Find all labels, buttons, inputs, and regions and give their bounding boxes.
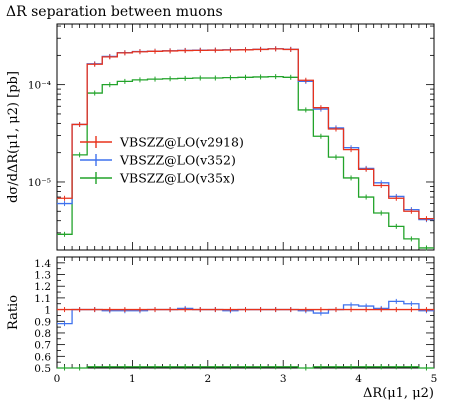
main-series-line — [57, 48, 434, 220]
chart-title: ΔR separation between muons — [6, 4, 223, 20]
main-panel: 10⁻⁵ 10⁻⁴ dσ/dΔR(μ1, μ2) [pb] — [6, 23, 435, 251]
legend: VBSZZ@LO(v2918) VBSZZ@LO(v352) VBSZZ@LO(v3… — [80, 135, 244, 186]
ratio-y-tick-label: 1.2 — [34, 281, 51, 293]
legend-label: VBSZZ@LO(v35x) — [119, 171, 235, 186]
y-tick-label: 10⁻⁵ — [28, 177, 51, 189]
ratio-y-tick-label: 0.8 — [34, 328, 51, 340]
ratio-y-tick-label: 0.6 — [34, 351, 51, 363]
x-tick-label: 0 — [54, 373, 61, 385]
y-axis-title: dσ/dΔR(μ1, μ2) [pb] — [6, 71, 21, 203]
ratio-axis-title: Ratio — [6, 295, 21, 330]
ratio-frame — [56, 256, 435, 369]
x-tick-label: 5 — [431, 373, 438, 385]
x-axis-title: ΔR(μ1, μ2) — [363, 386, 434, 401]
legend-label: VBSZZ@LO(v2918) — [119, 135, 244, 150]
ratio-y-tick-label: 0.9 — [34, 316, 51, 328]
ratio-y-tick-label: 1 — [44, 305, 51, 317]
main-series-line — [57, 75, 434, 249]
x-tick-label: 3 — [280, 373, 287, 385]
x-tick-label: 1 — [129, 373, 136, 385]
ratio-series-line — [57, 300, 434, 325]
legend-label: VBSZZ@LO(v352) — [119, 153, 236, 168]
ratio-y-tick-label: 1.1 — [34, 293, 51, 305]
ratio-y-tick-label: 0.7 — [34, 340, 51, 352]
ratio-y-tick-label: 1.3 — [34, 270, 51, 282]
x-tick-label: 2 — [204, 373, 211, 385]
ratio-y-tick-label: 0.5 — [34, 363, 51, 375]
ratio-y-tick-label: 1.4 — [34, 258, 51, 270]
x-tick-label: 4 — [355, 373, 362, 385]
ratio-panel: 0 1 2 3 4 50.50.60.70.80.911.11.21.31.4RatioΔ… — [6, 256, 438, 401]
main-frame — [56, 23, 435, 251]
y-tick-label: 10⁻⁴ — [28, 80, 51, 92]
main-series-line — [57, 48, 434, 221]
